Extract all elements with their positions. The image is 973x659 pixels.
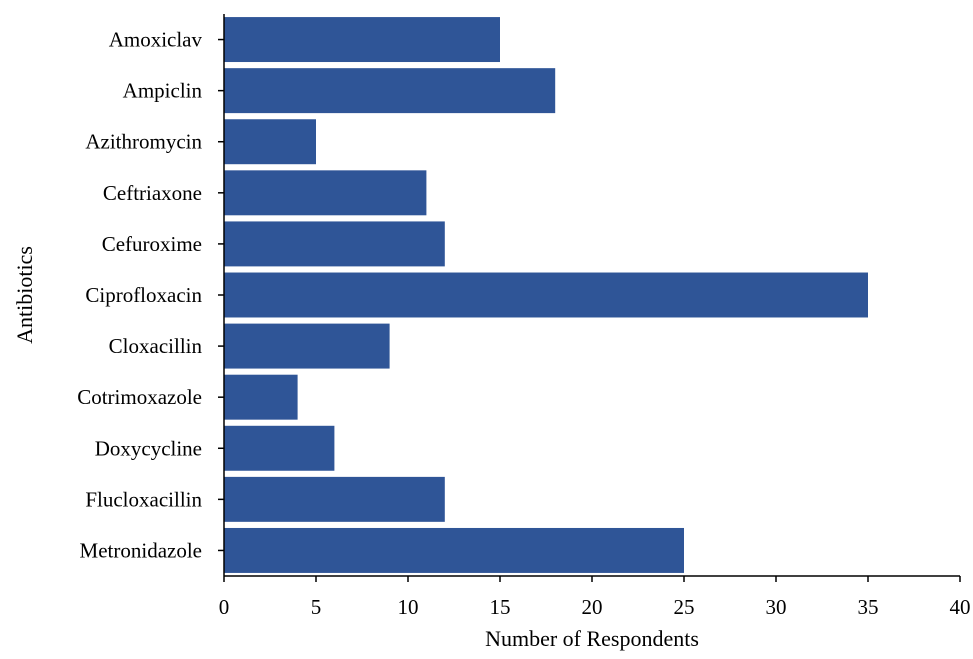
bar-cloxacillin <box>224 323 390 369</box>
category-label: Ampiclin <box>123 79 203 103</box>
category-label: Doxycycline <box>95 436 202 460</box>
bar-amoxiclav <box>224 17 500 63</box>
x-tick-label: 20 <box>582 595 603 619</box>
x-tick-label: 0 <box>219 595 230 619</box>
x-axis-title: Number of Respondents <box>485 626 699 651</box>
category-label: Flucloxacillin <box>85 487 202 511</box>
x-tick-label: 5 <box>311 595 322 619</box>
x-tick-label: 35 <box>858 595 879 619</box>
bar-ceftriaxone <box>224 170 427 216</box>
category-label: Azithromycin <box>85 130 202 154</box>
bar-doxycycline <box>224 425 335 471</box>
category-label: Cloxacillin <box>109 334 203 358</box>
category-label: Amoxiclav <box>109 28 203 52</box>
bar-cotrimoxazole <box>224 374 298 420</box>
category-label: Ceftriaxone <box>103 181 202 205</box>
bar-ciprofloxacin <box>224 272 868 318</box>
bar-cefuroxime <box>224 221 445 267</box>
bar-flucloxacillin <box>224 476 445 522</box>
bar-azithromycin <box>224 119 316 165</box>
bar-metronidazole <box>224 527 684 573</box>
x-tick-label: 30 <box>766 595 787 619</box>
bar-ampiclin <box>224 68 556 114</box>
x-tick-label: 40 <box>950 595 971 619</box>
category-label: Cefuroxime <box>102 232 202 256</box>
category-label: Cotrimoxazole <box>77 385 202 409</box>
x-ticks-group: 0 5 10 15 20 25 30 35 40 <box>219 576 971 619</box>
category-labels-group: Amoxiclav Ampiclin Azithromycin Ceftriaxone… <box>77 28 224 562</box>
bars-group <box>224 17 868 573</box>
category-label: Metronidazole <box>80 538 202 562</box>
x-tick-label: 15 <box>490 595 511 619</box>
category-label: Ciprofloxacin <box>85 283 202 307</box>
y-axis-title: Antibiotics <box>12 246 37 344</box>
x-tick-label: 25 <box>674 595 695 619</box>
x-tick-label: 10 <box>398 595 419 619</box>
